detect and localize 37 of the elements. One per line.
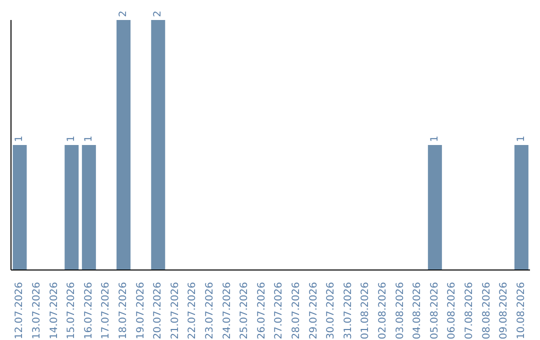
data-label: 1 bbox=[429, 136, 440, 142]
x-tick-label: 26.07.2026 bbox=[256, 282, 268, 340]
x-tick-label: 12.07.2026 bbox=[14, 282, 26, 340]
x-tick-label: 02.08.2026 bbox=[377, 282, 388, 340]
x-tick-label: 22.07.2026 bbox=[187, 282, 198, 340]
data-label: 2 bbox=[118, 10, 130, 17]
x-tick-label: 10.08.2026 bbox=[516, 282, 527, 340]
x-tick-label: 09.08.2026 bbox=[498, 282, 510, 340]
x-tick-label: 18.07.2026 bbox=[118, 282, 129, 340]
x-tick-label: 05.08.2026 bbox=[429, 282, 440, 340]
x-tick-label: 04.08.2026 bbox=[412, 282, 424, 340]
data-label: 1 bbox=[516, 136, 527, 142]
x-tick-label: 20.07.2026 bbox=[152, 282, 164, 340]
x-tick-label: 19.07.2026 bbox=[135, 282, 146, 340]
x-tick-label: 16.07.2026 bbox=[83, 282, 94, 340]
x-tick-label: 01.08.2026 bbox=[360, 282, 372, 340]
x-tick-label: 15.07.2026 bbox=[66, 282, 78, 340]
x-tick-label: 29.07.2026 bbox=[308, 282, 320, 340]
data-label: 2 bbox=[152, 10, 164, 17]
data-label: 1 bbox=[66, 136, 78, 142]
x-tick-label: 24.07.2026 bbox=[222, 282, 233, 340]
x-tick-label: 25.07.2026 bbox=[239, 282, 250, 340]
x-tick-label: 21.07.2026 bbox=[170, 282, 181, 340]
x-tick-label: 17.07.2026 bbox=[100, 282, 112, 340]
x-tick-label: 14.07.2026 bbox=[48, 282, 60, 340]
x-tick-label: 23.07.2026 bbox=[204, 282, 216, 340]
data-label: 1 bbox=[83, 136, 94, 142]
x-tick-label: 13.07.2026 bbox=[31, 282, 42, 340]
x-tick-label: 28.07.2026 bbox=[290, 282, 302, 340]
x-tick-label: 08.08.2026 bbox=[481, 282, 492, 340]
x-tick-label: 31.07.2026 bbox=[342, 282, 354, 340]
x-tick-label: 27.07.2026 bbox=[274, 282, 285, 340]
x-tick-label: 06.08.2026 bbox=[446, 282, 458, 340]
x-tick-label: 03.08.2026 bbox=[394, 282, 406, 340]
x-tick-label: 30.07.2026 bbox=[326, 282, 337, 340]
data-label: 1 bbox=[14, 136, 26, 142]
x-tick-label: 07.08.2026 bbox=[464, 282, 475, 340]
